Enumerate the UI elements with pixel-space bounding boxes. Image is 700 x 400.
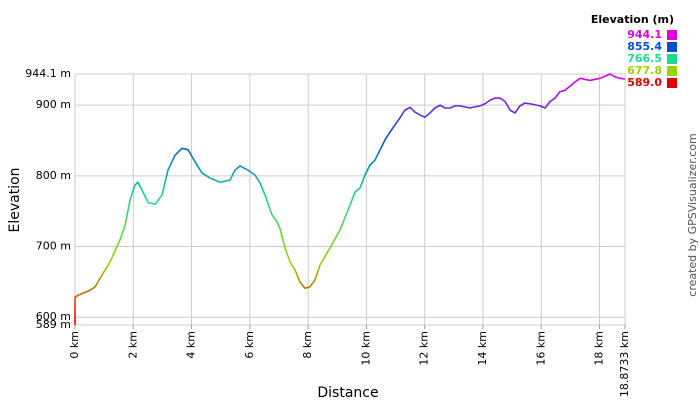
x-tick-label: 8 km: [301, 331, 314, 359]
legend-swatch: [667, 54, 677, 64]
x-tick-label: 18.8733 km: [618, 331, 631, 397]
y-tick-label: 700 m: [36, 240, 71, 253]
y-tick-label: 944.1 m: [25, 67, 71, 80]
y-tick-label: 800 m: [36, 169, 71, 182]
legend-label: 766.5: [627, 52, 662, 65]
legend-label: 944.1: [627, 28, 662, 41]
x-tick-label: 18 km: [593, 331, 606, 366]
x-tick-label: 6 km: [243, 331, 256, 359]
x-tick-label: 4 km: [185, 331, 198, 359]
x-tick-label: 0 km: [68, 331, 81, 359]
y-axis-title: Elevation: [7, 167, 23, 232]
x-tick-label: 12 km: [418, 331, 431, 366]
legend-label: 589.0: [627, 76, 662, 89]
elevation-line: [74, 73, 626, 325]
y-tick-label: 589 m: [36, 318, 71, 331]
legend-swatch: [667, 66, 677, 76]
x-tick-label: 10 km: [359, 331, 372, 366]
legend-title: Elevation (m): [591, 13, 674, 26]
x-tick-label: 16 km: [534, 331, 547, 366]
x-tick-label: 14 km: [476, 331, 489, 366]
legend-swatch: [667, 30, 677, 40]
y-tick-label: 900 m: [36, 98, 71, 111]
x-axis-title: Distance: [317, 385, 378, 400]
legend-swatch: [667, 42, 677, 52]
credit: created by GPSVisualizer.com: [686, 133, 699, 296]
legend-label: 677.8: [627, 64, 662, 77]
y-tick-label: 600 m: [36, 310, 71, 323]
legend-label: 855.4: [627, 40, 662, 53]
x-tick-label: 2 km: [126, 331, 139, 359]
legend-swatch: [667, 78, 677, 88]
